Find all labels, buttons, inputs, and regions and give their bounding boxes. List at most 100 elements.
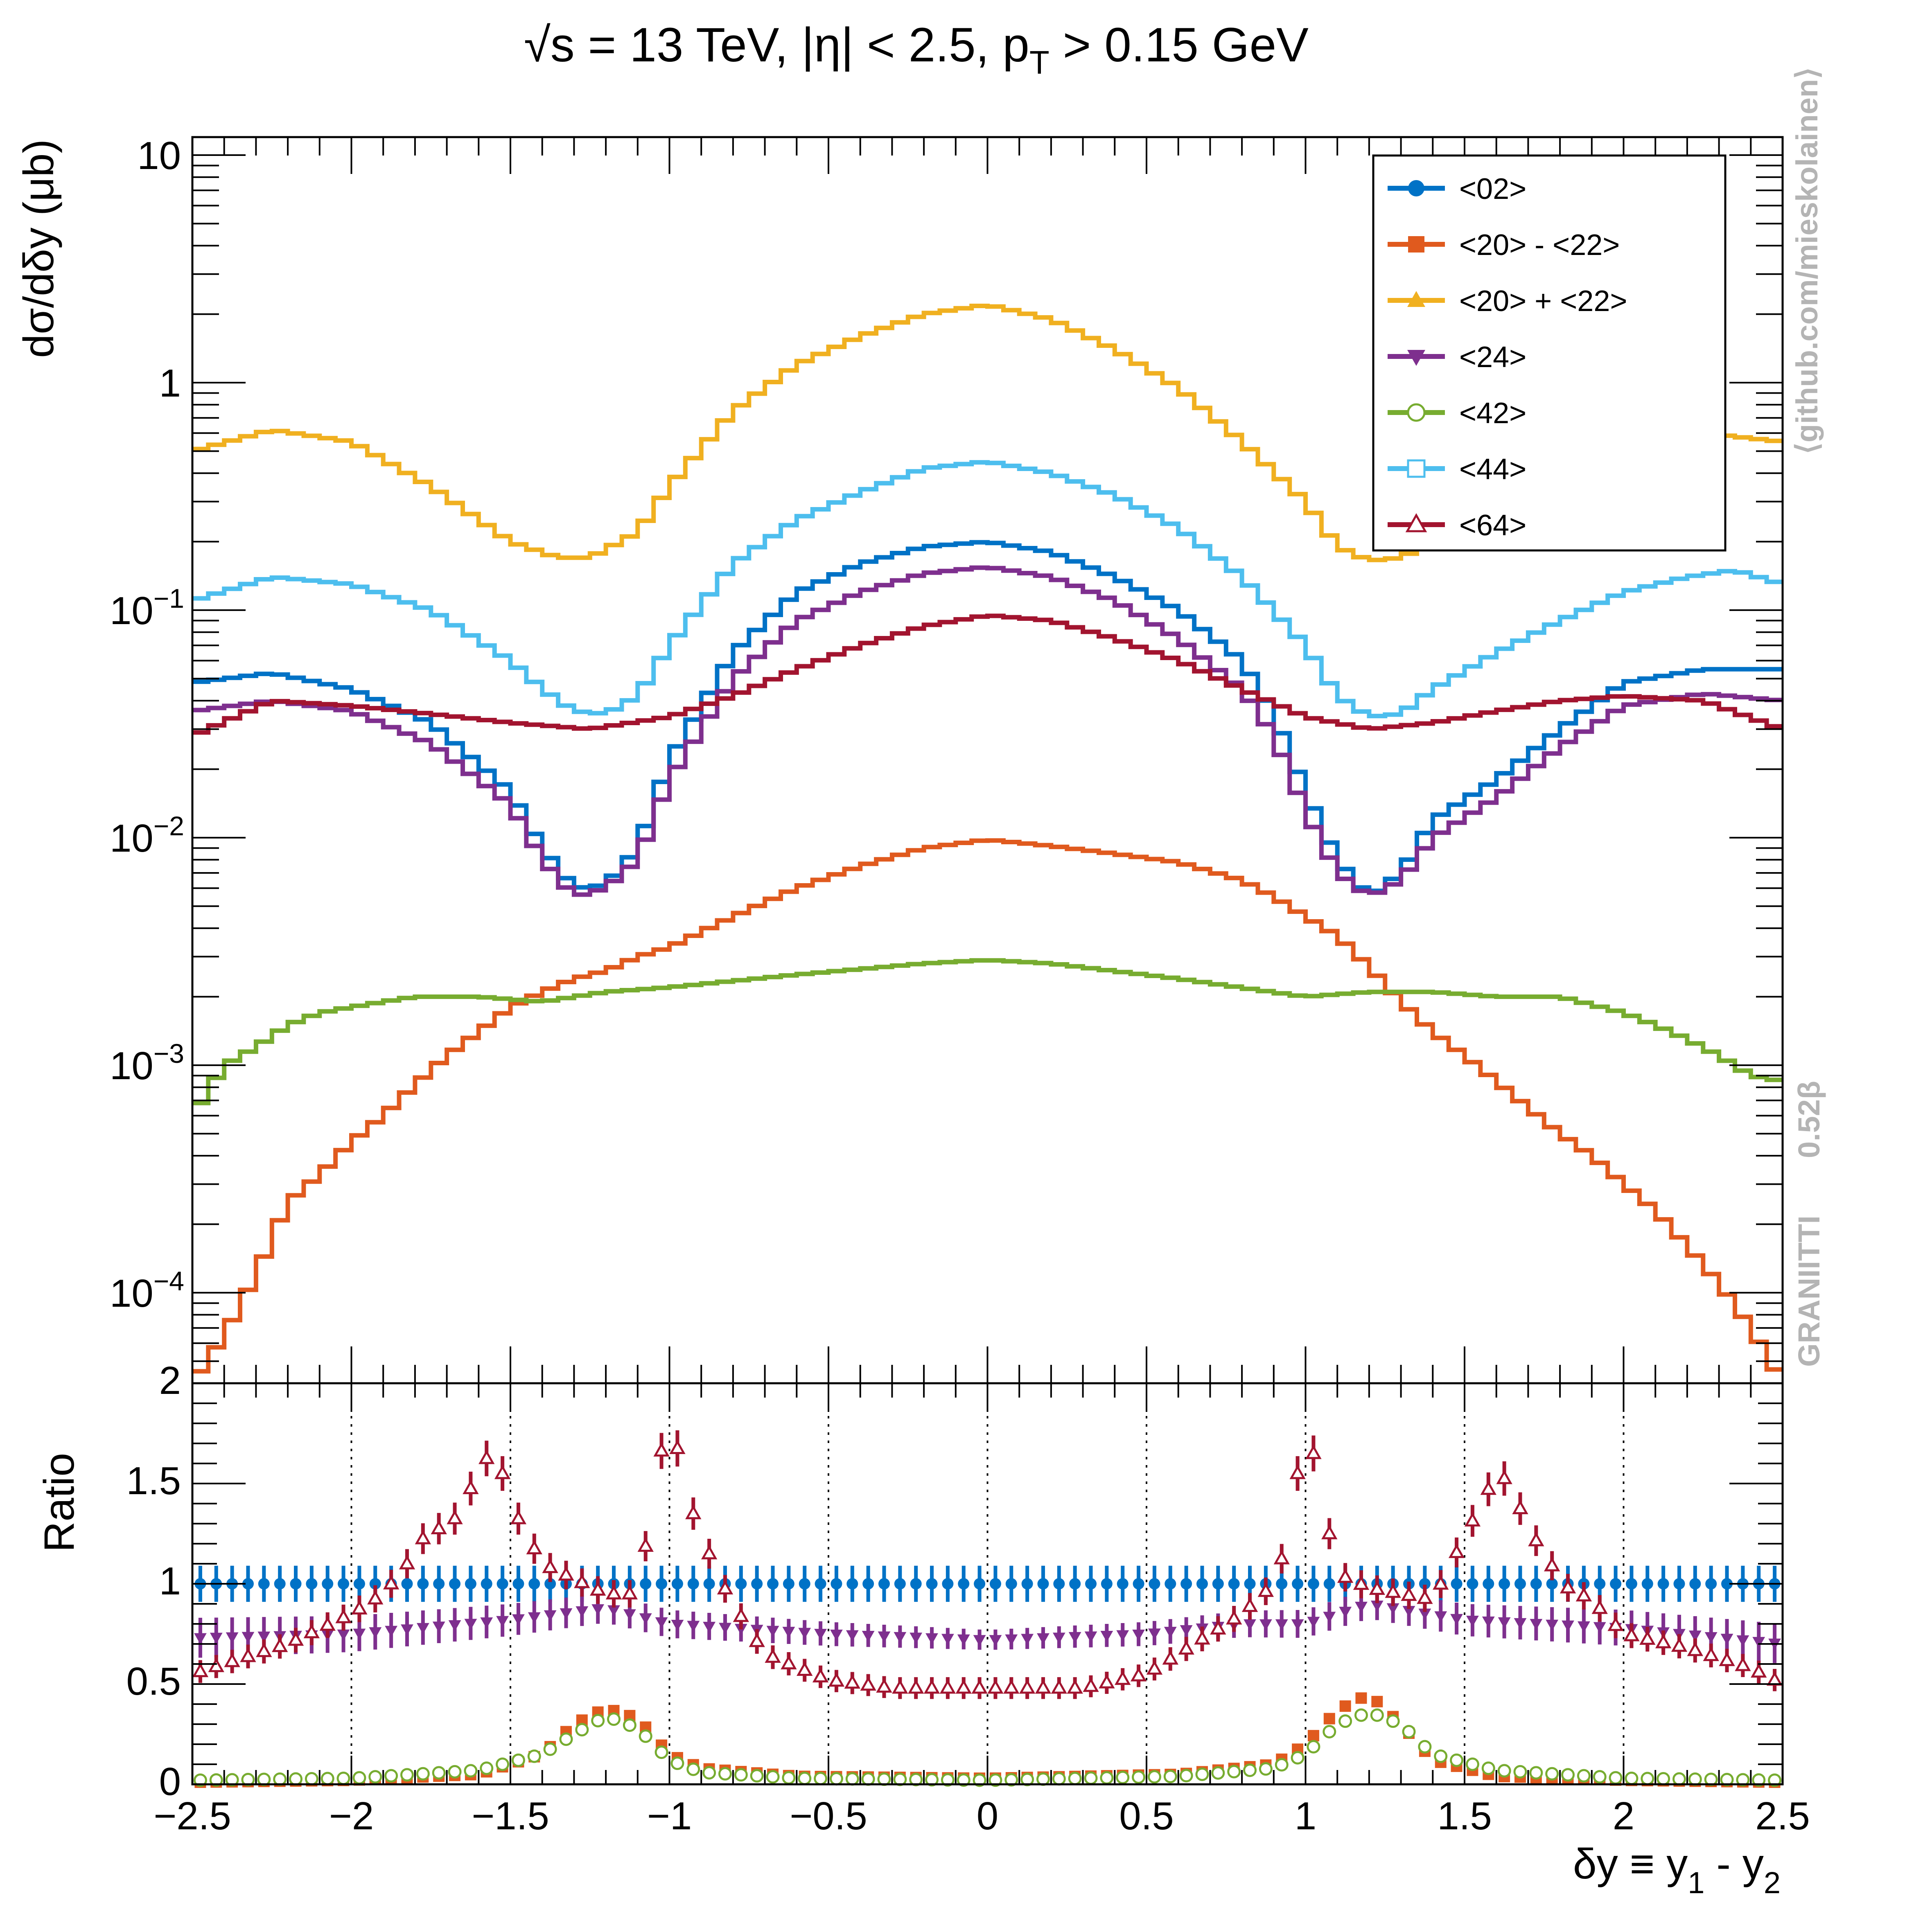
ratio-point — [273, 1772, 287, 1786]
ratio-point — [862, 1578, 874, 1590]
ratio-point — [1386, 1603, 1399, 1614]
ratio-point — [1545, 1767, 1559, 1781]
ratio-point — [1052, 1772, 1066, 1786]
ratio-point — [193, 1773, 207, 1787]
ratio-point — [942, 1578, 954, 1590]
ratio-point — [1752, 1773, 1766, 1787]
ratio-point — [465, 1578, 476, 1590]
ratio-point — [527, 1749, 541, 1763]
ratio-point — [352, 1771, 366, 1785]
ratio-point — [1130, 1667, 1147, 1682]
ratio-point — [1385, 1583, 1401, 1598]
ratio-point — [1768, 1773, 1782, 1787]
ratio-point — [385, 1626, 398, 1637]
ratio-point — [1101, 1578, 1113, 1590]
ratio-point — [1736, 1635, 1749, 1647]
ratio-point — [1657, 1578, 1669, 1590]
ratio-point — [1402, 1606, 1415, 1617]
y-tick-label-0: 10 — [137, 134, 181, 178]
ratio-point — [671, 1620, 684, 1631]
ratio-point — [685, 1505, 702, 1520]
ratio-point — [926, 1578, 938, 1590]
ratio-point — [1575, 1587, 1592, 1602]
ratio-point — [1641, 1772, 1654, 1786]
ratio-point — [1244, 1619, 1256, 1631]
ratio-point — [1546, 1578, 1558, 1590]
ratio-point — [1546, 1619, 1559, 1631]
ratio-point — [512, 1578, 524, 1590]
ratio-point — [240, 1648, 256, 1662]
ratio-point — [1673, 1578, 1685, 1590]
ratio-point — [941, 1773, 955, 1787]
series-line-1 — [192, 838, 1783, 1374]
legend-marker — [1405, 513, 1427, 532]
legend: <02> <20> - <22> <20> + <22> <24> <42> <44> <6… — [1372, 154, 1727, 552]
ratio-point — [1275, 1758, 1289, 1772]
series-line-5 — [192, 460, 1783, 719]
ratio-point — [1115, 1671, 1131, 1685]
x-axis-title: δy ≡ y1 - y2 — [1573, 1840, 1781, 1900]
ratio-point — [574, 1574, 590, 1588]
ratio-point — [1369, 1581, 1386, 1595]
ratio-point — [1243, 1763, 1257, 1777]
ratio-point — [399, 1555, 415, 1569]
ratio-point — [1512, 1500, 1528, 1514]
chart-title: √s = 13 TeV, |η| < 2.5, pT > 0.15 GeV — [524, 18, 1309, 81]
ratio-point — [1259, 1762, 1273, 1776]
ratio-point — [1035, 1679, 1052, 1694]
legend-label: <44> — [1459, 453, 1526, 486]
ratio-point — [1703, 1646, 1719, 1661]
ratio-point — [1752, 1637, 1765, 1648]
ratio-point — [798, 1772, 812, 1786]
ratio-point — [1036, 1772, 1050, 1786]
ratio-point — [989, 1635, 1002, 1646]
ratio-point — [1482, 1616, 1495, 1628]
ratio-point — [1418, 1608, 1431, 1620]
ratio-point — [719, 1623, 731, 1634]
ratio-point — [1289, 1465, 1306, 1479]
ratio-point — [1037, 1578, 1049, 1590]
ratio-point — [989, 1578, 1001, 1590]
ratio-point — [1257, 1583, 1274, 1597]
ratio-point — [1178, 1640, 1194, 1655]
y-tick-label-1: 1 — [159, 361, 181, 405]
repo-url-text: ⟨github.com/mieskolainen⟩ — [1790, 67, 1824, 454]
x-tick-label-0: −2.5 — [153, 1794, 231, 1838]
ratio-point — [320, 1772, 334, 1786]
ratio-point — [621, 1585, 638, 1600]
ratio-point — [1339, 1607, 1352, 1618]
y-axis-title: dσ/dδy (μb) — [15, 139, 63, 358]
ratio-point — [1163, 1770, 1177, 1783]
ratio-point — [701, 1545, 718, 1560]
ratio-point — [1305, 1445, 1322, 1459]
ratio-grid — [350, 1383, 1625, 1784]
ratio-point — [797, 1662, 813, 1676]
ratio-point — [1401, 1586, 1417, 1601]
ratio-point — [815, 1578, 826, 1590]
ratio-point — [989, 1773, 1002, 1787]
ratio-point — [306, 1578, 318, 1590]
ratio-point — [478, 1450, 495, 1464]
ratio-point — [670, 1756, 684, 1770]
legend-label: <64> — [1459, 509, 1526, 542]
series-line-3 — [192, 565, 1783, 897]
ratio-point — [1051, 1679, 1068, 1694]
ratio-point — [1069, 1578, 1081, 1590]
ratio-point — [208, 1657, 224, 1672]
ratio-point — [464, 1619, 477, 1630]
ratio-point — [384, 1769, 398, 1783]
ratio-point — [782, 1627, 795, 1638]
ratio-point — [910, 1578, 922, 1590]
ratio-series — [192, 1430, 1783, 1788]
ratio-point — [226, 1632, 239, 1644]
ratio-point — [1433, 1575, 1449, 1590]
ratio-point — [607, 1605, 620, 1617]
ratio-point — [1244, 1578, 1256, 1590]
ratio-panel: 0 0.5 1 1.5 2 −2.5 −2 −1.5 −1 −0.5 0 0.5 1 1.5 2 2.5 R… — [36, 1359, 1810, 1838]
ratio-point — [1084, 1631, 1097, 1643]
ratio-point — [1100, 1630, 1113, 1642]
ratio-point — [1688, 1772, 1702, 1786]
ratio-point — [1562, 1620, 1574, 1632]
ratio-point — [351, 1600, 368, 1614]
